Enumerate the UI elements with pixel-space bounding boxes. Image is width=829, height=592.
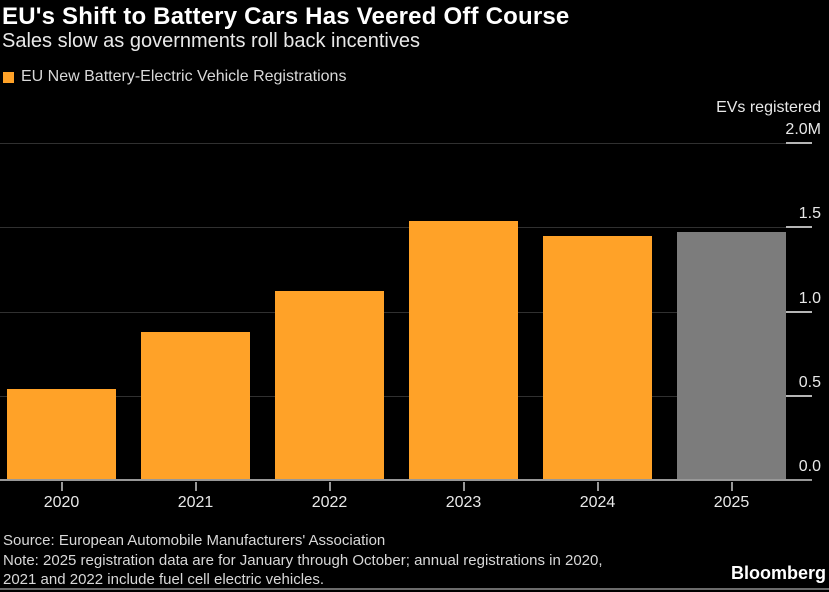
legend-swatch-icon [3, 71, 14, 83]
bottom-divider [0, 588, 829, 590]
x-tick-label-2021: 2021 [177, 494, 214, 511]
bar-2023 [409, 220, 518, 480]
note-text-line1: Note: 2025 registration data are for Jan… [3, 552, 603, 569]
gridline-2.0M [0, 143, 812, 144]
bar-2021 [141, 331, 250, 480]
x-tick-label-2024: 2024 [579, 494, 616, 511]
bar-2020 [7, 389, 116, 480]
y-tick-label: 1.5 [798, 205, 821, 223]
y-axis-title: EVs registered [716, 99, 821, 116]
y-axis-tick-1.5 [786, 226, 812, 229]
y-axis-tick-1.0 [786, 310, 812, 313]
x-axis-tick-2024 [596, 482, 599, 491]
y-axis-tick-2.0M [786, 142, 812, 144]
gridline-1.0 [0, 311, 812, 313]
chart-legend: EU New Battery-Electric Vehicle Registra… [3, 67, 346, 87]
x-tick-label-2023: 2023 [445, 494, 482, 511]
y-tick-label: 2.0M [785, 121, 821, 138]
gridline-0.5 [0, 395, 812, 397]
y-tick-label: 0.0 [798, 458, 821, 475]
y-tick-label: 0.5 [798, 373, 821, 391]
x-tick-label-2020: 2020 [43, 494, 80, 511]
x-axis-tick-2025 [730, 482, 733, 491]
chart-subtitle: Sales slow as governments roll back ince… [2, 30, 420, 52]
note-text-line2: 2021 and 2022 include fuel cell electric… [3, 571, 325, 588]
x-axis-tick-2021 [194, 482, 197, 491]
x-axis-tick-2023 [462, 482, 465, 491]
gridline-1.5 [0, 227, 812, 229]
bar-2024 [543, 235, 652, 480]
page-title: EU's Shift to Battery Cars Has Veered Of… [2, 3, 570, 30]
y-tick-label: 1.0 [798, 289, 821, 307]
y-axis-tick-0.5 [786, 394, 812, 397]
x-axis-tick-2022 [328, 482, 331, 491]
x-axis-baseline [0, 479, 812, 481]
bar-2022 [275, 291, 384, 480]
source-text: Source: European Automobile Manufacturer… [3, 532, 386, 549]
legend-label: EU New Battery-Electric Vehicle Registra… [21, 68, 347, 85]
x-axis-tick-2020 [60, 482, 63, 491]
bloomberg-logo: Bloomberg [730, 563, 826, 583]
x-tick-label-2025: 2025 [713, 494, 750, 511]
bar-2025 [677, 232, 786, 480]
x-tick-label-2022: 2022 [311, 494, 348, 511]
